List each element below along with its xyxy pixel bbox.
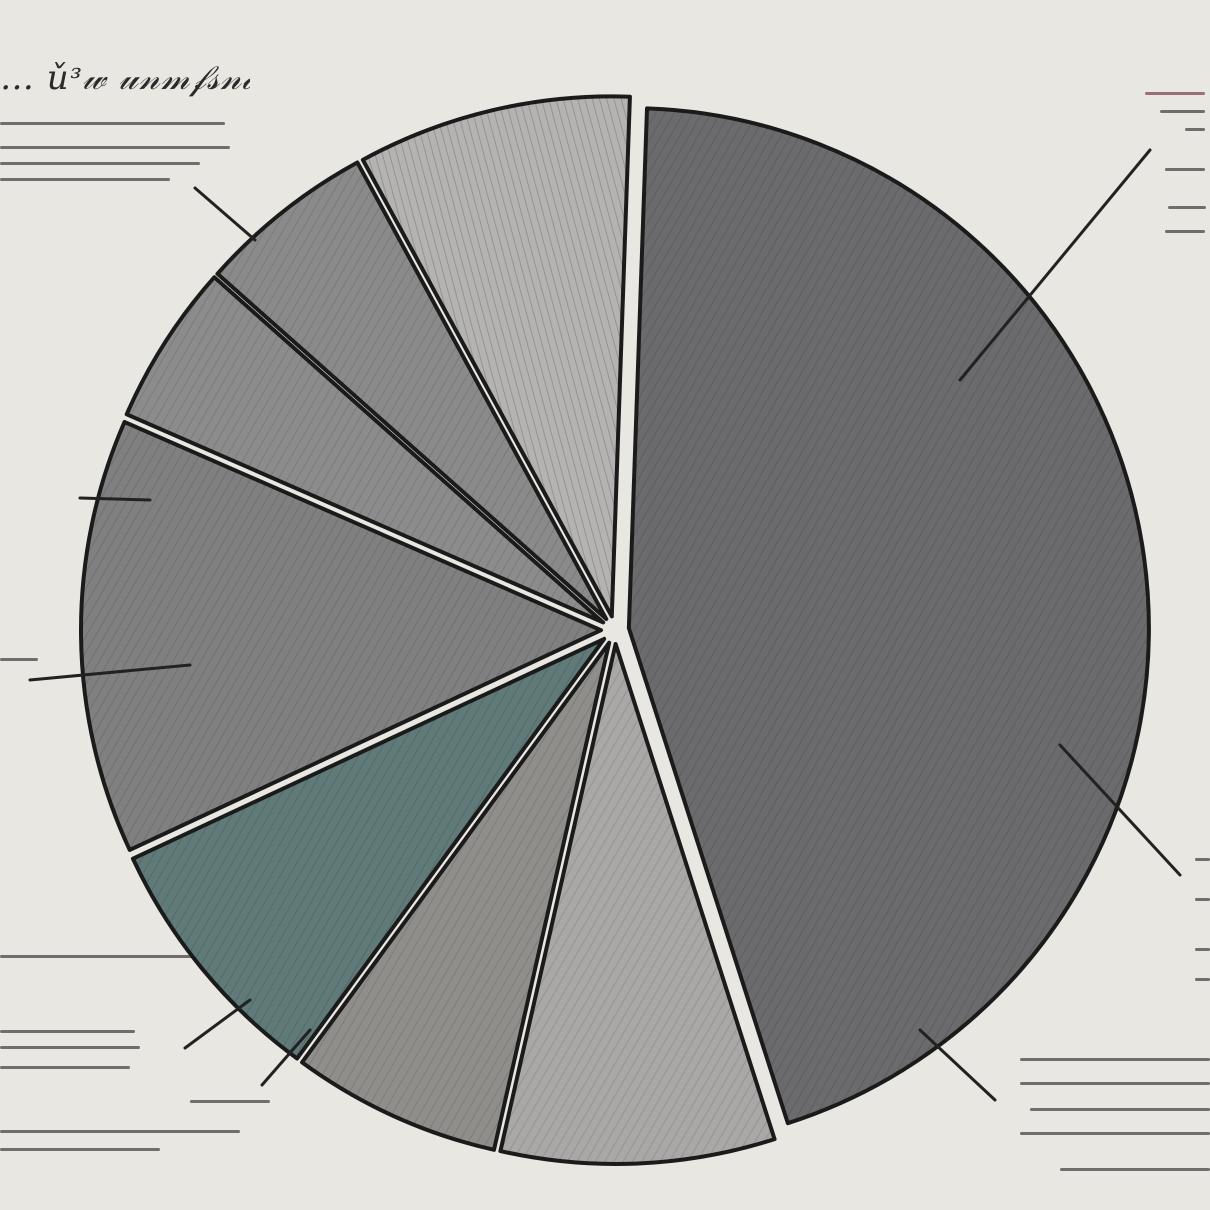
- pie-slice-texture-1: [628, 108, 1149, 1124]
- scribble-line: [0, 1030, 135, 1033]
- leader-line: [958, 148, 1152, 382]
- pie-slice-texture-8: [362, 96, 630, 617]
- leader-line: [1058, 743, 1182, 877]
- scribble-line: [1160, 110, 1205, 113]
- scribble-line: [1195, 898, 1210, 901]
- leader-line: [183, 998, 252, 1050]
- scribble-line: [1195, 948, 1210, 951]
- scribble-line: [0, 1130, 240, 1133]
- scribble-line: [1020, 1132, 1210, 1135]
- scribble-line: [1030, 1108, 1210, 1111]
- scribble-line: [0, 1148, 160, 1151]
- pie-slice-texture-6: [126, 277, 604, 623]
- scribble-line: [1168, 206, 1206, 209]
- chart-title-scribble: … ǔᵌ𝓌 𝓊𝓃𝓂𝒻𝓈𝓃𝒹: [0, 58, 250, 98]
- scribble-line: [190, 1100, 270, 1103]
- pie-slice-texture-2: [500, 643, 775, 1164]
- scribble-line: [0, 178, 170, 181]
- scribble-line: [0, 146, 230, 149]
- scribble-line: [1145, 92, 1205, 95]
- pie-slice-texture-3: [302, 642, 610, 1150]
- scribble-line: [1195, 978, 1210, 981]
- leader-line: [78, 496, 152, 502]
- scribble-line: [1165, 230, 1205, 233]
- leader-line: [260, 1028, 312, 1087]
- scribble-line: [0, 122, 225, 125]
- scribble-line: [0, 955, 195, 958]
- scribble-line: [0, 162, 200, 165]
- pie-slice-texture-7: [217, 162, 607, 620]
- pie-slice-texture-4: [132, 638, 605, 1059]
- leader-line: [28, 663, 192, 682]
- pie-slice-texture-5: [81, 421, 602, 850]
- scribble-line: [0, 658, 38, 661]
- scribble-line: [1165, 168, 1205, 171]
- scribble-line: [1020, 1058, 1210, 1061]
- scribble-line: [0, 1066, 130, 1069]
- leader-line: [193, 186, 257, 242]
- scribble-line: [1060, 1168, 1210, 1171]
- scribble-line: [1020, 1082, 1210, 1085]
- scribble-line: [0, 1046, 140, 1049]
- leader-line: [918, 1028, 997, 1102]
- scribble-line: [1185, 128, 1205, 131]
- scribble-line: [1195, 858, 1210, 861]
